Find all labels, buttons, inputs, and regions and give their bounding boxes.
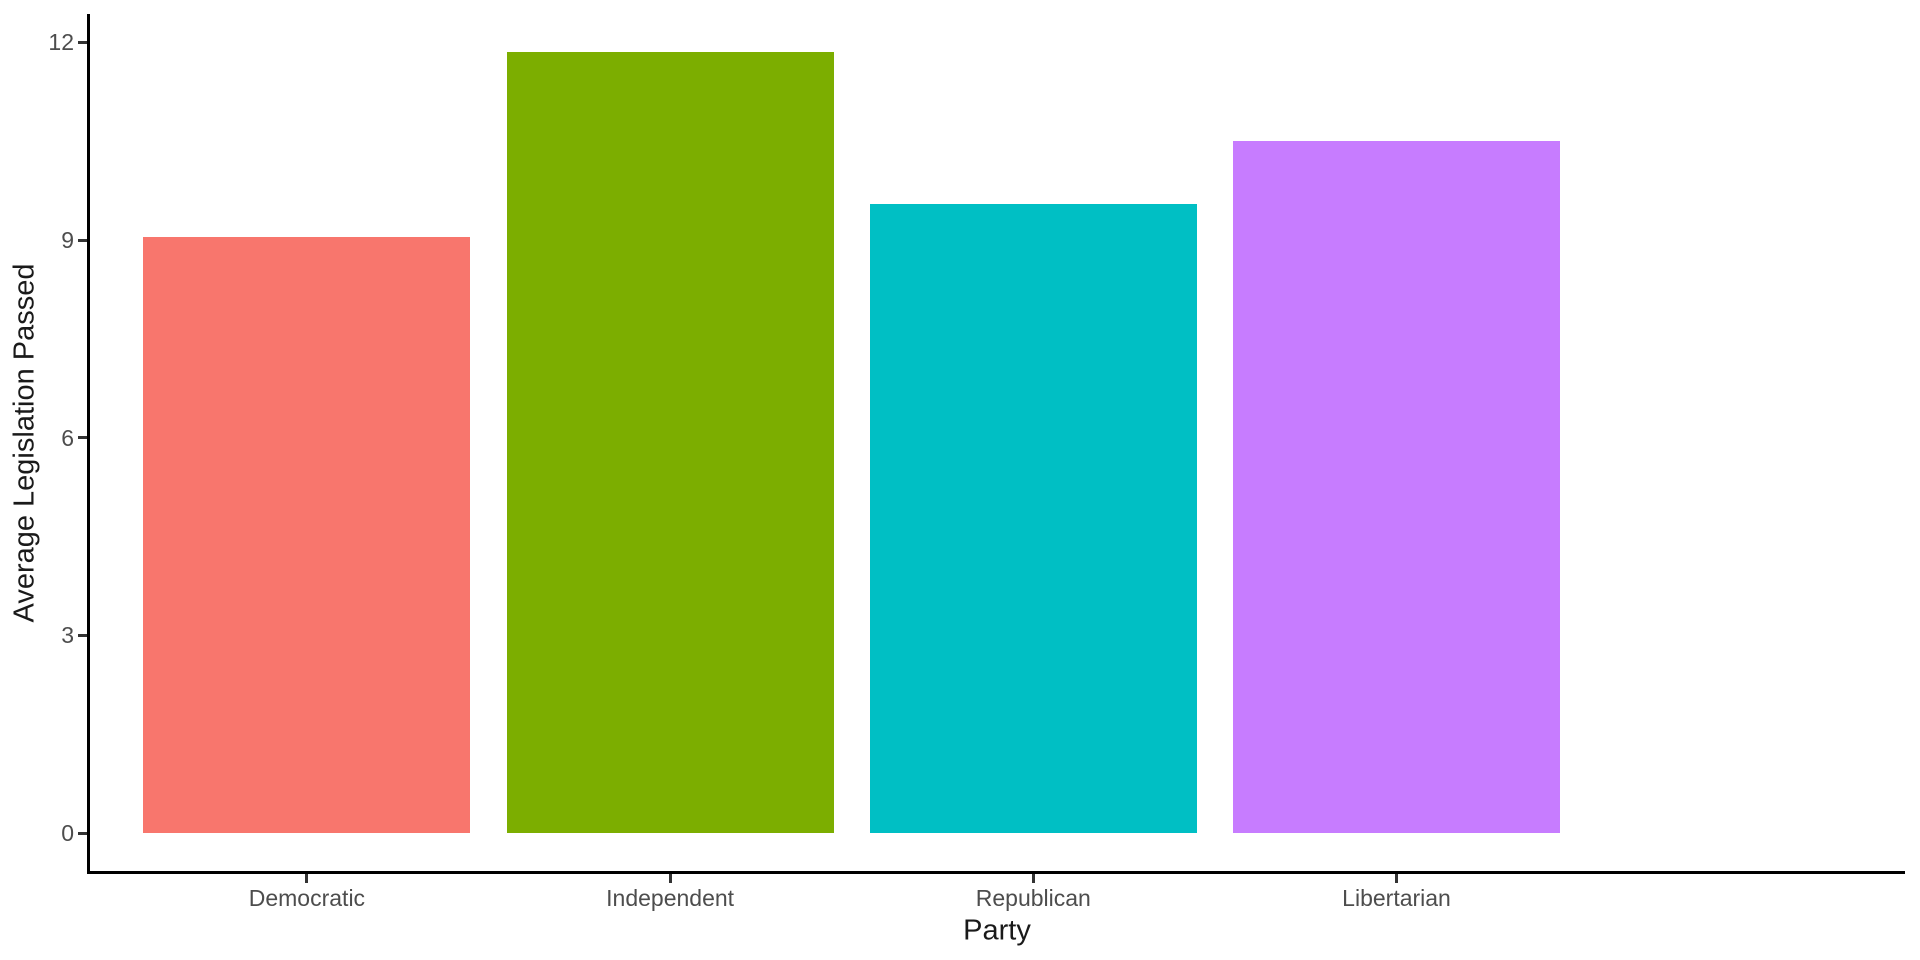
bar-independent [506, 52, 834, 834]
y-tick-mark-9 [78, 238, 87, 242]
y-tick-mark-12 [78, 40, 87, 44]
bar-democratic [143, 236, 471, 834]
y-tick-label-0: 0 [61, 820, 74, 847]
x-tick-mark-democratic [305, 874, 309, 883]
x-tick-mark-republican [1031, 874, 1035, 883]
bar-republican [869, 203, 1197, 834]
y-tick-label-3: 3 [61, 622, 74, 649]
y-tick-mark-3 [78, 633, 87, 637]
y-axis-line [87, 14, 90, 874]
bar-libertarian [1233, 141, 1560, 834]
y-tick-label-12: 12 [48, 29, 74, 56]
x-axis-title: Party [963, 914, 1031, 947]
y-tick-label-9: 9 [61, 227, 74, 254]
x-tick-label-libertarian: Libertarian [1342, 885, 1451, 911]
x-tick-mark-libertarian [1395, 874, 1399, 883]
y-tick-mark-0 [78, 831, 87, 835]
y-tick-mark-6 [78, 436, 87, 440]
x-axis-line [87, 871, 1905, 874]
x-tick-label-democratic: Democratic [248, 885, 366, 911]
y-tick-label-6: 6 [61, 424, 74, 451]
x-tick-mark-independent [668, 874, 672, 883]
x-tick-label-independent: Independent [606, 885, 735, 911]
x-tick-label-republican: Republican [975, 885, 1091, 911]
